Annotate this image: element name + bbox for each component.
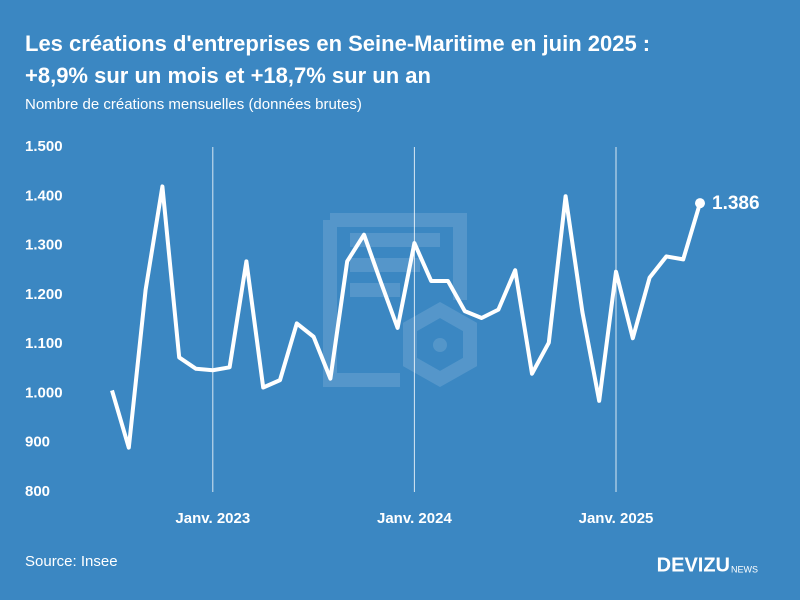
y-tick-label: 1.100 xyxy=(25,335,63,352)
chart-title: Les créations d'entreprises en Seine-Mar… xyxy=(25,31,650,56)
y-tick-label: 900 xyxy=(25,434,50,451)
x-tick-label: Janv. 2023 xyxy=(175,510,250,527)
chart-subtitle: Nombre de créations mensuelles (données … xyxy=(25,96,362,113)
watermark-dot xyxy=(433,338,447,352)
y-tick-label: 1.400 xyxy=(25,187,63,204)
brand: DEVIZU xyxy=(657,554,730,576)
source: Source: Insee xyxy=(25,553,118,570)
point xyxy=(695,198,705,209)
x-tick-label: Janv. 2024 xyxy=(377,510,452,527)
y-tick-label: 1.000 xyxy=(25,384,63,401)
watermark xyxy=(323,213,477,388)
chart-title: +8,9% sur un mois et +18,7% sur un an xyxy=(25,63,431,88)
line xyxy=(110,184,702,450)
y-tick-label: 1.200 xyxy=(25,286,63,303)
y-tick-label: 800 xyxy=(25,483,50,500)
brand-suffix: NEWS xyxy=(731,564,758,574)
y-tick-label: 1.300 xyxy=(25,237,63,254)
y-tick-label: 1.500 xyxy=(25,138,63,155)
x-tick-label: Janv. 2025 xyxy=(579,510,654,527)
data-label: 1.386 xyxy=(712,193,760,214)
